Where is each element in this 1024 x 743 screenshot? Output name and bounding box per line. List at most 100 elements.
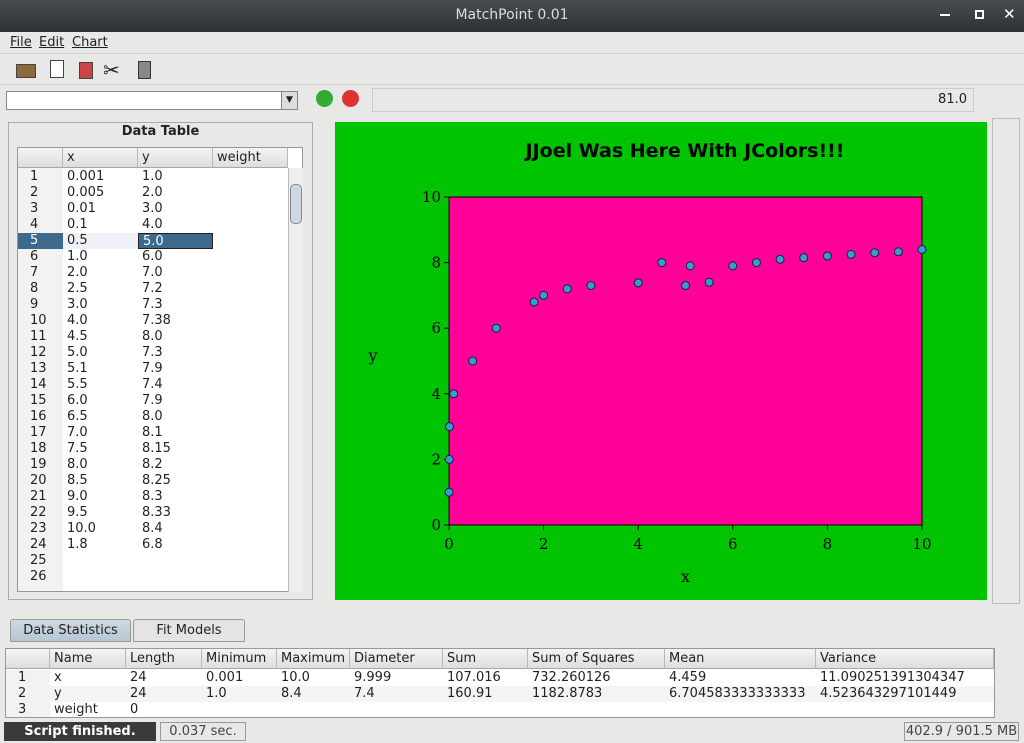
- menu-item[interactable]: File: [10, 35, 32, 50]
- table-cell: 8.4: [142, 521, 163, 536]
- table-cell: 0.001: [67, 169, 105, 184]
- point: [444, 487, 454, 497]
- column-header: Sum: [443, 649, 528, 669]
- maximize-button[interactable]: [975, 10, 984, 19]
- close-button[interactable]: ✕: [1003, 5, 1016, 23]
- menu-item[interactable]: Chart: [72, 35, 108, 50]
- minimize-button[interactable]: [940, 14, 950, 16]
- row-number: 8: [30, 281, 39, 296]
- open-icon[interactable]: [16, 64, 36, 78]
- point: [491, 323, 501, 333]
- table-cell: 6.5: [67, 409, 88, 424]
- table-cell: 8.5: [67, 473, 88, 488]
- table-cell: 8.0: [142, 329, 163, 344]
- point: [775, 254, 785, 264]
- side-panel: [992, 118, 1020, 604]
- header-corner: [6, 649, 50, 669]
- table-cell: 1.0: [67, 249, 88, 264]
- row-number: 4: [30, 217, 39, 232]
- table-cell: 8.4: [277, 686, 350, 702]
- scroll-thumb[interactable]: [290, 184, 302, 224]
- chart-title: JJoel Was Here With JColors!!!: [524, 140, 845, 162]
- table-cell: 9.5: [67, 505, 88, 520]
- column-header: Mean: [665, 649, 816, 669]
- table-cell: 8.33: [142, 505, 171, 520]
- point: [562, 284, 572, 294]
- column-header: Diameter: [350, 649, 443, 669]
- table-cell: 160.91: [443, 686, 528, 702]
- row-number: 19: [30, 457, 47, 472]
- status-message: Script finished.: [4, 722, 156, 741]
- run-button[interactable]: [316, 90, 333, 107]
- row-number: 3: [30, 201, 39, 216]
- command-combobox[interactable]: ▼: [6, 91, 298, 110]
- y-tick-label: 6: [431, 319, 441, 337]
- table-cell: 0.005: [67, 185, 105, 200]
- table-cell: 8.0: [67, 457, 88, 472]
- point: [870, 248, 880, 258]
- point: [751, 258, 761, 268]
- statistics-table: Name Length Minimum Maximum Diameter Sum Sum o…: [5, 648, 995, 718]
- row-number: 2: [30, 185, 39, 200]
- table-cell: 8.0: [142, 409, 163, 424]
- point: [846, 249, 856, 259]
- window-title: MatchPoint 0.01: [455, 7, 569, 23]
- delete-icon[interactable]: [138, 61, 151, 79]
- row-number: 6: [30, 249, 39, 264]
- table-cell: 9.999: [354, 670, 392, 685]
- data-table-title: Data Table: [121, 124, 200, 139]
- table-cell: 9.0: [67, 489, 88, 504]
- table-cell: 107.016: [447, 670, 501, 685]
- menu-bar: File Edit Chart: [0, 32, 1024, 54]
- row-number: 1: [30, 169, 39, 184]
- copy-icon[interactable]: [50, 60, 64, 78]
- stop-button[interactable]: [342, 90, 359, 107]
- x-axis-label: x: [681, 567, 690, 586]
- row-number: 25: [30, 553, 47, 568]
- table-cell: 7.3: [142, 297, 163, 312]
- table-cell: 8.15: [142, 441, 171, 456]
- status-memory: 402.9 / 901.5 MB: [904, 722, 1019, 741]
- table-cell: 6.0: [142, 249, 163, 264]
- row-number: 22: [30, 505, 47, 520]
- table-cell: 732.260126: [532, 670, 611, 685]
- paste-icon[interactable]: [79, 62, 93, 79]
- row-number: 17: [30, 425, 47, 440]
- point: [799, 253, 809, 263]
- point: [704, 277, 714, 287]
- table-cell: 7.38: [142, 313, 171, 328]
- point: [893, 247, 903, 257]
- scrollbar[interactable]: [288, 168, 303, 592]
- row-number: 5: [18, 233, 63, 249]
- column-header: x: [63, 148, 138, 168]
- y-tick-label: 8: [431, 254, 441, 272]
- table-cell: 4.0: [67, 313, 88, 328]
- value-text: 81.0: [938, 92, 967, 107]
- menu-item[interactable]: Edit: [39, 35, 65, 50]
- point: [685, 261, 695, 271]
- cut-icon[interactable]: ✂: [103, 58, 120, 82]
- table-cell: 24: [130, 670, 147, 685]
- point: [529, 297, 539, 307]
- tab-bar: Data Statistics Fit Models: [10, 619, 250, 643]
- data-table: x y weight 1 0.001 1.0 2 0.005 2.0 3 0.01 3.0 4 0.1 4.…: [17, 147, 303, 592]
- column-header: weight: [213, 148, 288, 168]
- row-number: 13: [30, 361, 47, 376]
- point: [657, 258, 667, 268]
- status-time: 0.037 sec.: [160, 722, 246, 741]
- point: [449, 389, 459, 399]
- table-cell: 0.01: [67, 201, 96, 216]
- row-number: 26: [30, 569, 47, 584]
- tab[interactable]: Data Statistics: [10, 619, 131, 642]
- x-tick-label: 0: [444, 535, 454, 553]
- row-number: 12: [30, 345, 47, 360]
- table-cell: 2.0: [142, 185, 163, 200]
- table-cell: 0.001: [206, 670, 244, 685]
- tab[interactable]: Fit Models: [133, 619, 245, 642]
- point: [444, 454, 454, 464]
- point: [728, 261, 738, 271]
- table-cell: 4.0: [142, 217, 163, 232]
- x-tick-label: 2: [539, 535, 549, 553]
